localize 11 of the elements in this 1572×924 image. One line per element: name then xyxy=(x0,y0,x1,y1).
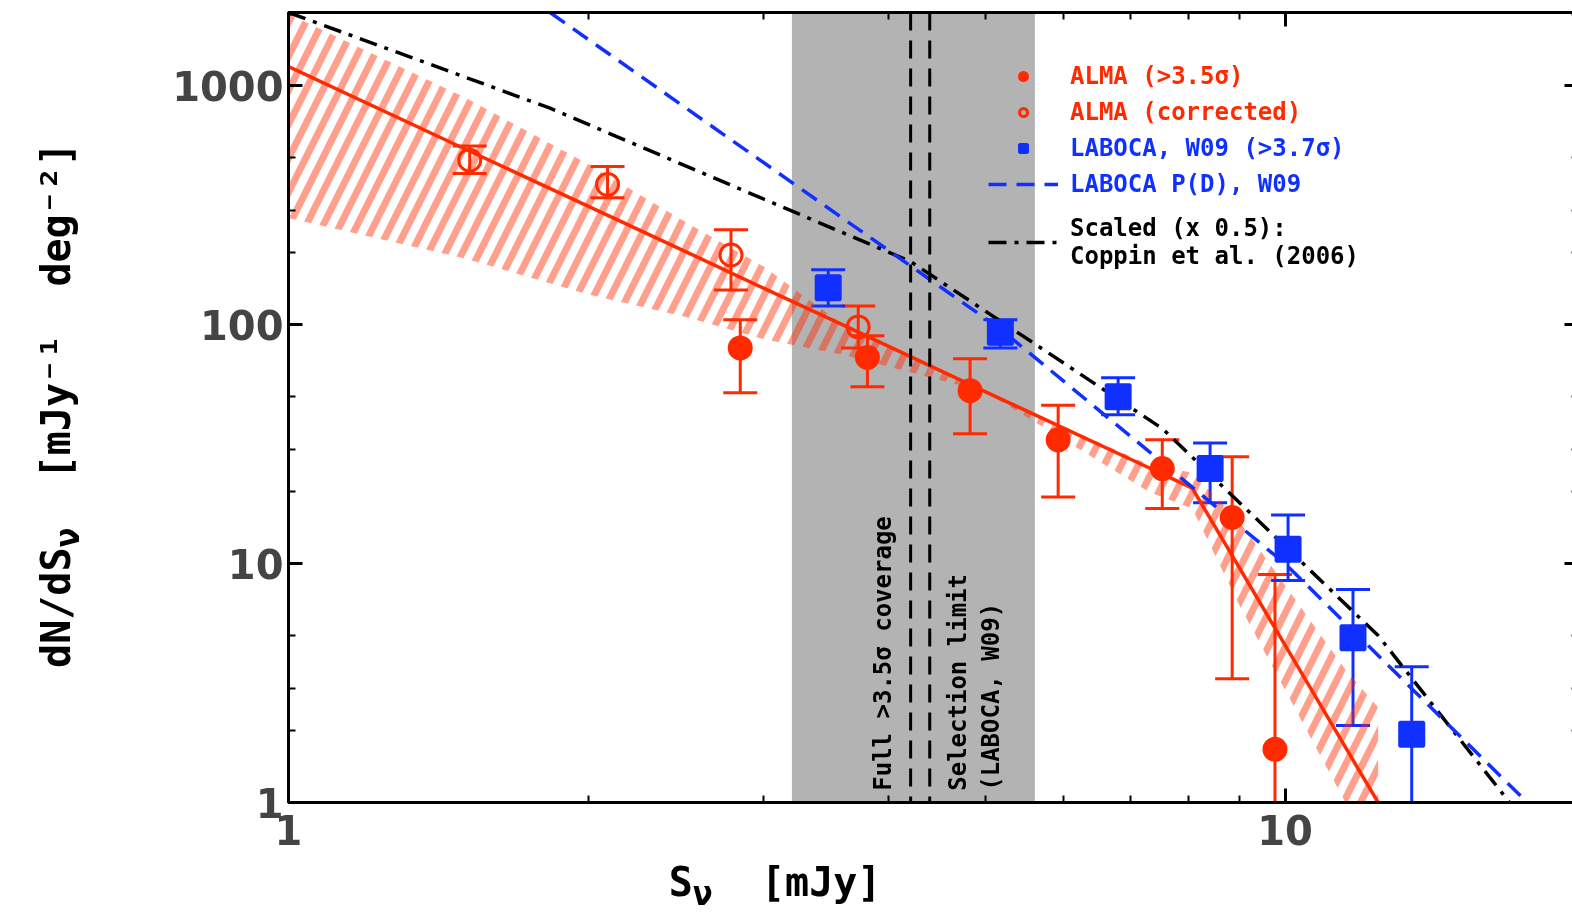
y-tick-label: 100 xyxy=(200,302,284,349)
text: S$_{ν}$ [mJy] xyxy=(668,859,882,913)
ref-line-label: Full >3.5σ coverage xyxy=(868,516,897,791)
ref-line-label: Selection limit (LABOCA, W09) xyxy=(943,573,1006,791)
legend-label: Scaled (x 0.5): Coppin et al. (2006) xyxy=(1070,214,1359,270)
legend-label: LABOCA, W09 (>3.7σ) xyxy=(1070,134,1345,162)
legend-label: ALMA (corrected) xyxy=(1070,98,1302,126)
y-tick-label: 1000 xyxy=(172,63,284,110)
legend-label: LABOCA P(D), W09 xyxy=(1070,170,1302,198)
legend-label: ALMA (>3.5σ) xyxy=(1070,62,1244,90)
y-tick-label: 10 xyxy=(227,541,284,588)
